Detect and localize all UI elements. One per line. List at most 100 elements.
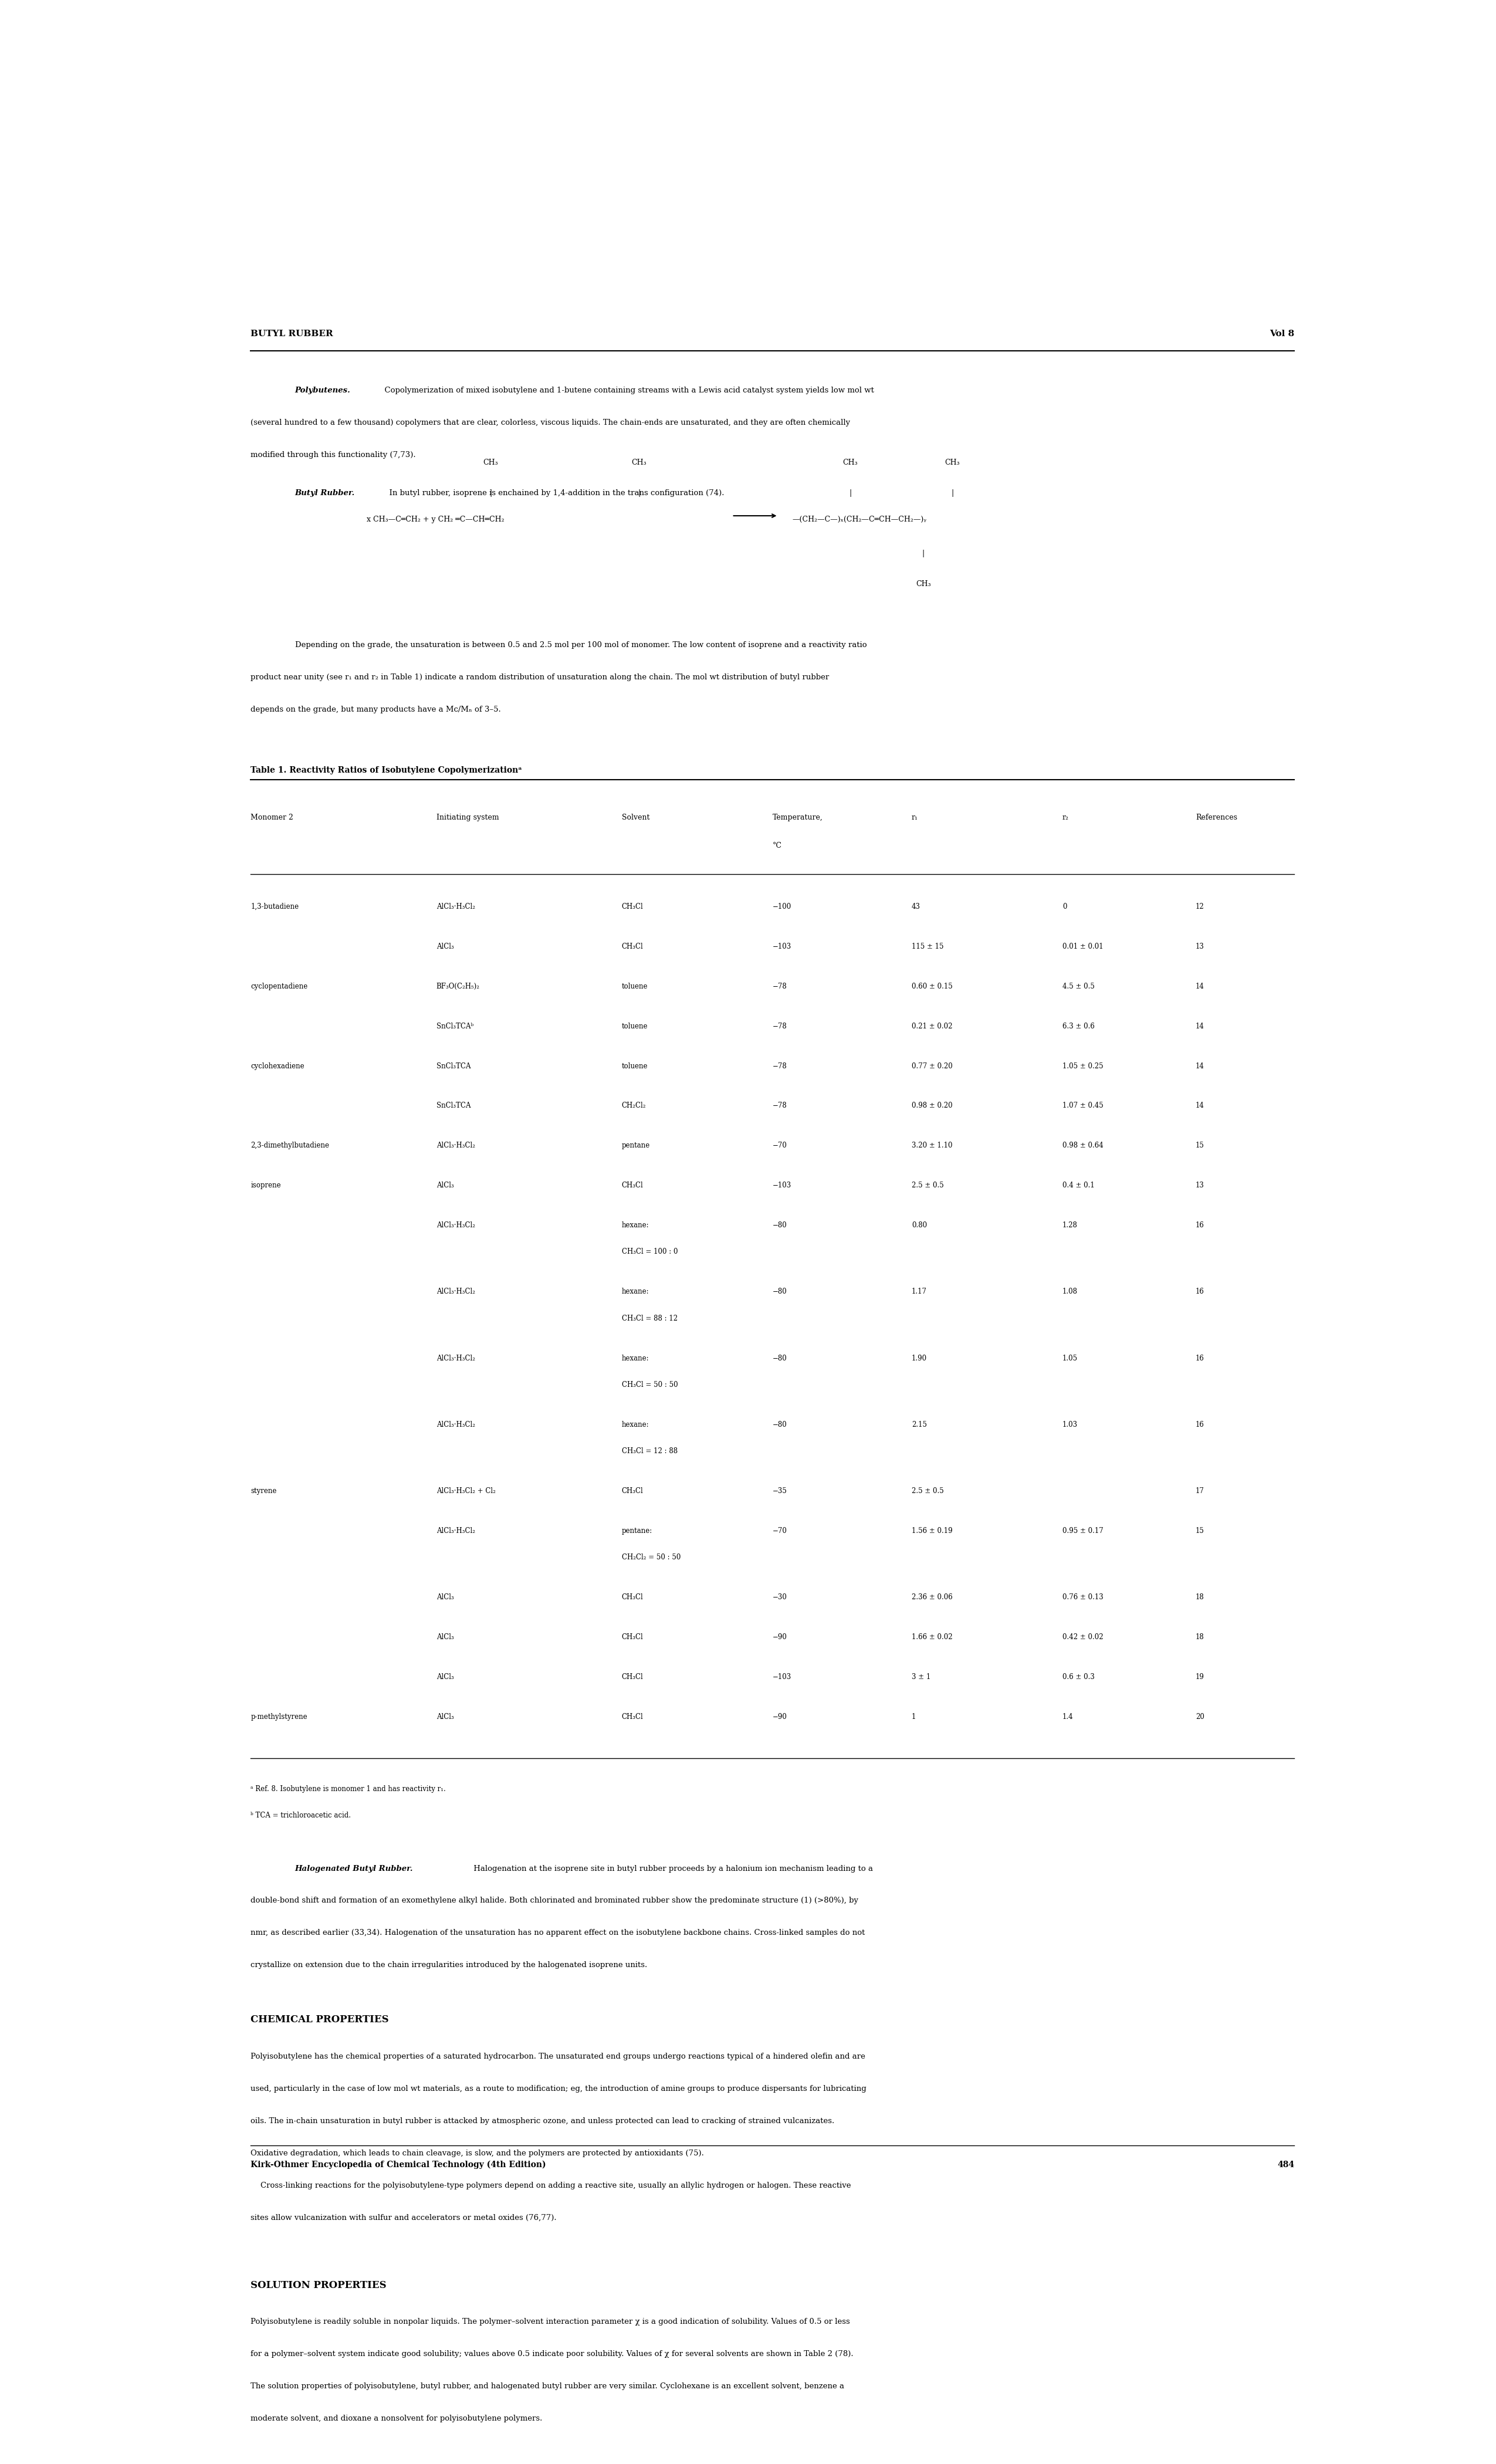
Text: toluene: toluene — [622, 1062, 648, 1069]
Text: nmr, as described earlier (33,34). Halogenation of the unsaturation has no appar: nmr, as described earlier (33,34). Halog… — [251, 1929, 865, 1937]
Text: 0.98 ± 0.64: 0.98 ± 0.64 — [1062, 1141, 1103, 1151]
Text: AlCl₃·H₃Cl₂: AlCl₃·H₃Cl₂ — [437, 1355, 476, 1363]
Text: 16: 16 — [1195, 1222, 1204, 1230]
Text: 1.05: 1.05 — [1062, 1355, 1077, 1363]
Text: Butyl Rubber.: Butyl Rubber. — [295, 490, 355, 498]
Text: CH₃: CH₃ — [483, 458, 498, 466]
Text: 43: 43 — [911, 902, 920, 909]
Text: CH₃: CH₃ — [842, 458, 857, 466]
Text: CH₃Cl: CH₃Cl — [622, 1183, 643, 1190]
Text: CH₃: CH₃ — [631, 458, 646, 466]
Text: CH₃: CH₃ — [944, 458, 960, 466]
Text: Oxidative degradation, which leads to chain cleavage, is slow, and the polymers : Oxidative degradation, which leads to ch… — [251, 2149, 705, 2156]
Text: AlCl₃·H₃Cl₂: AlCl₃·H₃Cl₂ — [437, 1528, 476, 1535]
Text: AlCl₃·H₃Cl₂: AlCl₃·H₃Cl₂ — [437, 1222, 476, 1230]
Text: Polybutenes.: Polybutenes. — [295, 387, 350, 394]
Text: The solution properties of polyisobutylene, butyl rubber, and halogenated butyl : The solution properties of polyisobutyle… — [251, 2383, 844, 2390]
Text: 1.08: 1.08 — [1062, 1289, 1077, 1296]
Text: 0.76 ± 0.13: 0.76 ± 0.13 — [1062, 1594, 1103, 1602]
Text: AlCl₃·H₃Cl₂: AlCl₃·H₃Cl₂ — [437, 1422, 476, 1429]
Text: 18: 18 — [1195, 1634, 1204, 1641]
Text: 2.5 ± 0.5: 2.5 ± 0.5 — [911, 1488, 944, 1496]
Text: used, particularly in the case of low mol wt materials, as a route to modificati: used, particularly in the case of low mo… — [251, 2085, 866, 2092]
Text: (several hundred to a few thousand) copolymers that are clear, colorless, viscou: (several hundred to a few thousand) copo… — [251, 419, 850, 426]
Text: 2.15: 2.15 — [911, 1422, 928, 1429]
Text: AlCl₃: AlCl₃ — [437, 1183, 453, 1190]
Text: Copolymerization of mixed isobutylene and 1-butene containing streams with a Lew: Copolymerization of mixed isobutylene an… — [380, 387, 874, 394]
Text: Solvent: Solvent — [622, 813, 649, 821]
Text: CH₃Cl = 50 : 50: CH₃Cl = 50 : 50 — [622, 1380, 678, 1390]
Text: −78: −78 — [772, 1101, 787, 1109]
Text: 2.36 ± 0.06: 2.36 ± 0.06 — [911, 1594, 953, 1602]
Text: BF₃O(C₂H₅)₂: BF₃O(C₂H₅)₂ — [437, 983, 480, 991]
Text: |: | — [848, 490, 851, 498]
Text: 0: 0 — [1062, 902, 1067, 909]
Text: |: | — [637, 490, 640, 498]
Text: AlCl₃: AlCl₃ — [437, 1594, 453, 1602]
Text: |: | — [489, 490, 492, 498]
Text: 0.4 ± 0.1: 0.4 ± 0.1 — [1062, 1183, 1095, 1190]
Text: Monomer 2: Monomer 2 — [251, 813, 293, 821]
Text: toluene: toluene — [622, 1023, 648, 1030]
Text: styrene: styrene — [251, 1488, 277, 1496]
Text: 17: 17 — [1195, 1488, 1204, 1496]
Text: CH₃Cl = 12 : 88: CH₃Cl = 12 : 88 — [622, 1446, 678, 1454]
Text: 16: 16 — [1195, 1355, 1204, 1363]
Text: AlCl₃: AlCl₃ — [437, 1712, 453, 1720]
Text: r₁: r₁ — [911, 813, 919, 821]
Text: 1.03: 1.03 — [1062, 1422, 1077, 1429]
Text: CH₃Cl: CH₃Cl — [622, 1488, 643, 1496]
Text: In butyl rubber, isoprene is enchained by 1,4-addition in the trans configuratio: In butyl rubber, isoprene is enchained b… — [384, 490, 724, 498]
Text: 3.20 ± 1.10: 3.20 ± 1.10 — [911, 1141, 953, 1151]
Text: Polyisobutylene is readily soluble in nonpolar liquids. The polymer–solvent inte: Polyisobutylene is readily soluble in no… — [251, 2319, 850, 2326]
Text: Halogenated Butyl Rubber.: Halogenated Butyl Rubber. — [295, 1865, 413, 1873]
Text: —(CH₂—C—)ₓ(CH₂—C═CH—CH₂—)ᵧ: —(CH₂—C—)ₓ(CH₂—C═CH—CH₂—)ᵧ — [793, 515, 926, 522]
Text: 1.07 ± 0.45: 1.07 ± 0.45 — [1062, 1101, 1103, 1109]
Text: −80: −80 — [772, 1222, 787, 1230]
Text: cyclopentadiene: cyclopentadiene — [251, 983, 308, 991]
Text: −103: −103 — [772, 944, 791, 951]
Text: ᵃ Ref. 8. Isobutylene is monomer 1 and has reactivity r₁.: ᵃ Ref. 8. Isobutylene is monomer 1 and h… — [251, 1784, 446, 1794]
Text: CH₂Cl₂ = 50 : 50: CH₂Cl₂ = 50 : 50 — [622, 1555, 681, 1562]
Text: 2.5 ± 0.5: 2.5 ± 0.5 — [911, 1183, 944, 1190]
Text: 12: 12 — [1195, 902, 1204, 909]
Text: °C: °C — [772, 843, 782, 850]
Text: AlCl₃: AlCl₃ — [437, 1634, 453, 1641]
Text: 2,3-dimethylbutadiene: 2,3-dimethylbutadiene — [251, 1141, 329, 1151]
Text: Depending on the grade, the unsaturation is between 0.5 and 2.5 mol per 100 mol : Depending on the grade, the unsaturation… — [295, 641, 866, 648]
Text: 1.4: 1.4 — [1062, 1712, 1073, 1720]
Text: −80: −80 — [772, 1289, 787, 1296]
Text: AlCl₃·H₃Cl₂: AlCl₃·H₃Cl₂ — [437, 902, 476, 909]
Text: 3 ± 1: 3 ± 1 — [911, 1673, 931, 1680]
Text: CH₃Cl: CH₃Cl — [622, 902, 643, 909]
Text: ᵇ TCA = trichloroacetic acid.: ᵇ TCA = trichloroacetic acid. — [251, 1811, 352, 1818]
Text: AlCl₃: AlCl₃ — [437, 944, 453, 951]
Text: 0.21 ± 0.02: 0.21 ± 0.02 — [911, 1023, 953, 1030]
Text: Cross-linking reactions for the polyisobutylene-type polymers depend on adding a: Cross-linking reactions for the polyisob… — [251, 2181, 851, 2188]
Text: SOLUTION PROPERTIES: SOLUTION PROPERTIES — [251, 2279, 386, 2289]
Text: Temperature,: Temperature, — [772, 813, 823, 821]
Text: 16: 16 — [1195, 1422, 1204, 1429]
Text: CH₃Cl: CH₃Cl — [622, 944, 643, 951]
Text: 14: 14 — [1195, 1023, 1204, 1030]
Text: −100: −100 — [772, 902, 791, 909]
Text: 484: 484 — [1278, 2161, 1294, 2168]
Text: −78: −78 — [772, 983, 787, 991]
Text: CHEMICAL PROPERTIES: CHEMICAL PROPERTIES — [251, 2016, 389, 2025]
Text: 1.56 ± 0.19: 1.56 ± 0.19 — [911, 1528, 953, 1535]
Text: −70: −70 — [772, 1141, 787, 1151]
Text: −103: −103 — [772, 1673, 791, 1680]
Text: Polyisobutylene has the chemical properties of a saturated hydrocarbon. The unsa: Polyisobutylene has the chemical propert… — [251, 2053, 866, 2060]
Text: Halogenation at the isoprene site in butyl rubber proceeds by a halonium ion mec: Halogenation at the isoprene site in but… — [471, 1865, 874, 1873]
Text: −78: −78 — [772, 1062, 787, 1069]
Text: −80: −80 — [772, 1355, 787, 1363]
Text: crystallize on extension due to the chain irregularities introduced by the halog: crystallize on extension due to the chai… — [251, 1961, 648, 1969]
Text: CH₃: CH₃ — [916, 582, 931, 589]
Text: 15: 15 — [1195, 1141, 1204, 1151]
Text: x CH₃—C═CH₂ + y CH₂ ═C—CH═CH₂: x CH₃—C═CH₂ + y CH₂ ═C—CH═CH₂ — [367, 515, 504, 522]
Text: 1.05 ± 0.25: 1.05 ± 0.25 — [1062, 1062, 1103, 1069]
Text: 1.28: 1.28 — [1062, 1222, 1077, 1230]
Text: 4.5 ± 0.5: 4.5 ± 0.5 — [1062, 983, 1095, 991]
Text: 14: 14 — [1195, 983, 1204, 991]
Text: 0.80: 0.80 — [911, 1222, 928, 1230]
